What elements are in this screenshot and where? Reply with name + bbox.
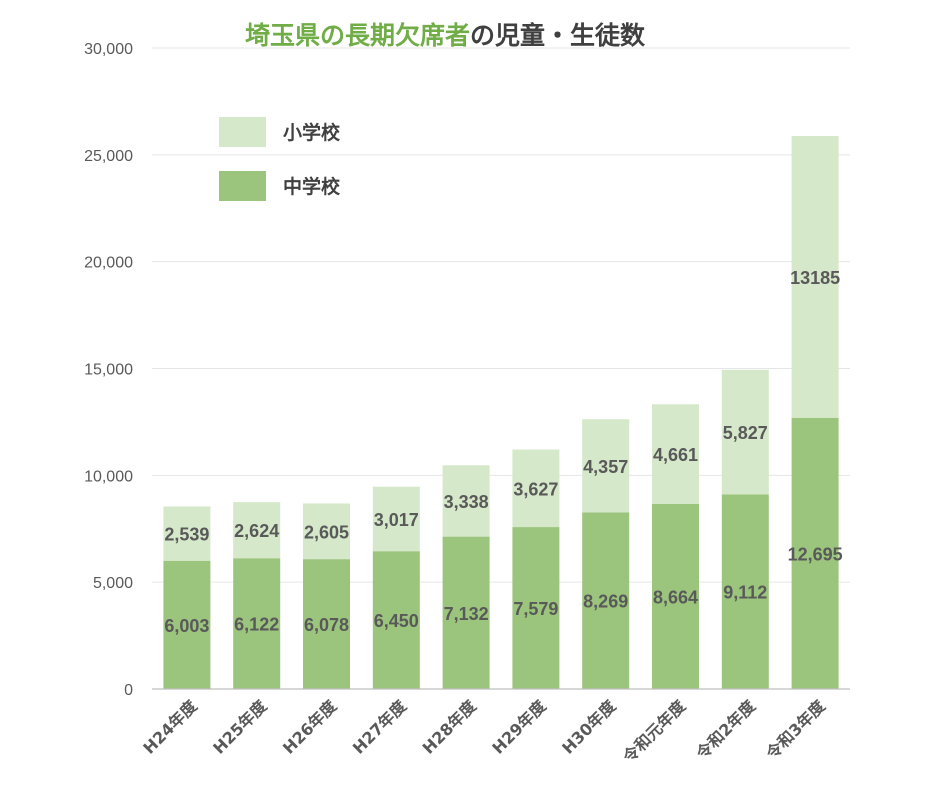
bar-segment — [303, 503, 350, 560]
bar-segment — [303, 559, 350, 689]
data-label: 5,827 — [723, 423, 768, 443]
bars — [163, 136, 839, 689]
bar-segment — [791, 136, 839, 418]
data-label: 3,017 — [374, 510, 419, 530]
bar-segment — [163, 560, 211, 689]
bar-segment — [512, 527, 560, 689]
data-label: 6,450 — [374, 611, 419, 631]
y-tick-label: 5,000 — [93, 575, 133, 592]
data-labels: 6,003 2,539 6,122 2,624 6,078 2,605 6,450 3,017… — [164, 268, 842, 636]
x-tick-label: 令和3年度 — [762, 696, 830, 764]
bar-segment — [233, 502, 281, 559]
bar-segment — [372, 486, 420, 552]
data-label: 7,579 — [513, 599, 558, 619]
bar-segment — [442, 465, 490, 537]
legend-swatch — [219, 117, 266, 147]
legend-label: 中学校 — [283, 175, 341, 198]
data-label: 3,338 — [444, 492, 489, 512]
chart-title-part-2: の児童・生徒数 — [470, 21, 646, 50]
data-label: 13185 — [790, 268, 840, 288]
data-label: 2,624 — [234, 521, 279, 541]
y-tick-label: 15,000 — [84, 362, 133, 379]
x-axis: H24年度 H25年度 H26年度 H27年度 H28年度 H29年度 H30年度 令和元年度… — [139, 688, 850, 767]
bar-segment — [163, 506, 211, 561]
bar-segment — [791, 417, 839, 689]
data-label: 4,661 — [653, 445, 698, 465]
data-label: 6,078 — [304, 615, 349, 635]
x-tick-label: 令和元年度 — [619, 696, 690, 767]
data-label: 6,122 — [234, 615, 279, 635]
data-label: 7,132 — [444, 604, 489, 624]
bar-segment — [372, 551, 420, 689]
data-label: 4,357 — [583, 457, 628, 477]
y-tick-label: 0 — [124, 682, 133, 699]
legend-swatch — [219, 171, 266, 201]
x-tick-label: H30年度 — [558, 696, 620, 758]
y-tick-label: 25,000 — [84, 148, 133, 165]
x-tick-label: H29年度 — [488, 696, 550, 758]
x-tick-label: H27年度 — [349, 696, 411, 758]
bar-segment — [442, 536, 490, 689]
x-tick-label: H26年度 — [279, 696, 341, 758]
bar-segment — [512, 449, 560, 528]
x-tick-label: H28年度 — [419, 696, 481, 758]
y-tick-label: 20,000 — [84, 255, 133, 272]
y-axis: 0 5,000 10,000 15,000 20,000 25,000 30,000 — [84, 41, 133, 699]
bar-segment — [652, 503, 699, 689]
data-label: 2,605 — [304, 522, 349, 542]
legend-label: 小学校 — [283, 121, 341, 144]
x-tick-label: H24年度 — [139, 696, 201, 758]
data-label: 2,539 — [164, 525, 209, 545]
data-label: 6,003 — [164, 616, 209, 636]
chart-title-part-1: 埼玉県の長期欠席者 — [245, 21, 470, 50]
data-label: 8,664 — [653, 587, 698, 607]
bar-segment — [233, 558, 281, 689]
x-tick-label: H25年度 — [209, 696, 271, 758]
bar-segment — [721, 369, 769, 495]
y-tick-label: 10,000 — [84, 468, 133, 485]
x-tick-label: 令和2年度 — [692, 696, 760, 764]
data-label: 8,269 — [583, 592, 628, 612]
bar-segment — [582, 512, 630, 689]
bar-segment — [652, 404, 699, 504]
bar-segment — [721, 494, 769, 689]
data-label: 3,627 — [513, 479, 558, 499]
y-tick-label: 30,000 — [84, 41, 133, 58]
data-label: 9,112 — [723, 583, 767, 603]
data-label: 12,695 — [788, 544, 843, 564]
bar-segment — [582, 419, 630, 513]
chart-title: 埼玉県の長期欠席者の児童・生徒数 — [245, 21, 646, 50]
